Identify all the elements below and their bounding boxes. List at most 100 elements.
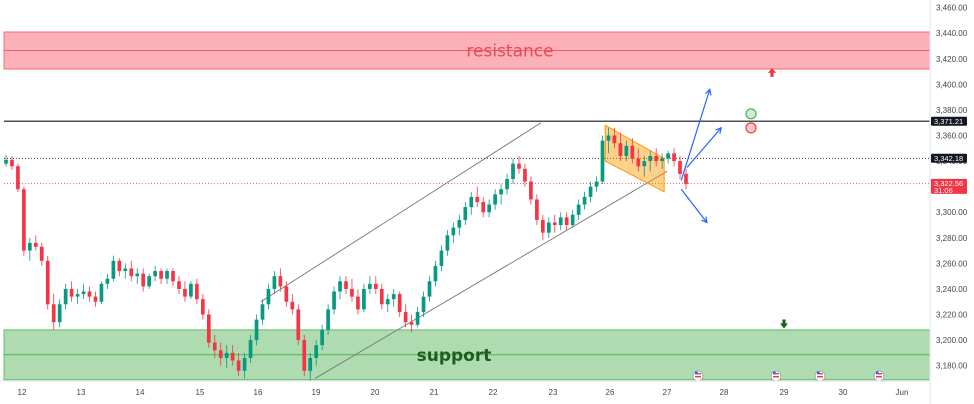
candle-body	[69, 288, 74, 297]
candle-body	[588, 186, 593, 197]
candle-body	[326, 309, 330, 330]
candle-body	[666, 153, 670, 159]
event-flag-canton	[817, 371, 820, 375]
candle-body	[177, 281, 181, 289]
candle-body	[373, 283, 378, 289]
candle-body	[129, 268, 134, 277]
candle-body	[385, 299, 390, 305]
x-tick-label: 16	[254, 388, 263, 397]
candle-body	[421, 296, 426, 312]
event-flag-stripe	[817, 373, 823, 375]
candle-body	[636, 158, 641, 167]
candle-body	[99, 283, 104, 302]
price-tag-label: 3,371.21	[934, 117, 963, 126]
candle-body	[642, 161, 647, 167]
channel-upper-line	[260, 122, 542, 303]
y-tick-label: 3,300.00	[936, 208, 968, 217]
candle-body	[606, 135, 611, 141]
projection-arrow-1	[686, 127, 722, 168]
price-tag-0	[931, 116, 967, 126]
candle-body	[171, 271, 175, 282]
y-tick-label: 3,200.00	[936, 336, 968, 345]
candle-body	[33, 242, 38, 247]
event-flag-stripe	[876, 373, 882, 375]
x-tick-label: 27	[663, 388, 672, 397]
projection-arrowhead-0	[705, 88, 712, 96]
candle-body	[218, 350, 223, 358]
candle-body	[481, 202, 486, 213]
event-flag-canton	[773, 371, 776, 375]
candle-body	[469, 196, 474, 208]
x-tick-label: Jun	[896, 388, 909, 397]
x-tick-label: 12	[18, 388, 27, 397]
candle-body	[612, 135, 617, 144]
event-flag-icon	[873, 370, 885, 382]
candle-body	[344, 281, 348, 289]
y-tick-label: 3,440.00	[936, 29, 968, 38]
event-flag-stripe	[695, 373, 701, 375]
x-tick-label: 13	[77, 388, 86, 397]
candle-body	[356, 296, 360, 310]
candle-body	[22, 189, 26, 251]
candle-body	[75, 294, 80, 297]
x-tick-label: 22	[489, 388, 498, 397]
y-tick-label: 3,220.00	[936, 311, 968, 320]
candle-body	[165, 271, 169, 279]
arrow-down-icon	[780, 319, 788, 329]
zone-label-resistance: resistance	[466, 42, 553, 62]
candle-body	[28, 242, 32, 251]
candle-body	[672, 153, 676, 162]
candle-body	[403, 311, 408, 323]
candle-body	[230, 352, 235, 361]
candles	[4, 127, 688, 381]
candle-body	[57, 304, 62, 323]
candle-body	[314, 345, 319, 358]
price-tag-2	[931, 178, 967, 194]
event-flag-stripe	[817, 376, 823, 378]
zone-label-support: support	[417, 346, 492, 366]
event-flag-stripe	[695, 376, 701, 378]
candle-body	[487, 204, 492, 213]
x-tick-label: 20	[371, 388, 380, 397]
candle-body	[338, 281, 342, 292]
candle-body	[409, 322, 414, 325]
candle-body	[248, 340, 253, 358]
candle-body	[212, 342, 217, 351]
candle-body	[475, 196, 480, 203]
candle-body	[4, 159, 8, 164]
candle-body	[63, 288, 68, 305]
x-tick-label: 26	[606, 388, 615, 397]
candle-body	[618, 143, 623, 156]
candle-body	[111, 260, 116, 279]
candle-body	[224, 352, 229, 358]
candle-body	[236, 360, 241, 371]
y-tick-label: 3,460.00	[936, 4, 968, 13]
event-flag-stripe	[773, 376, 779, 378]
candle-body	[463, 207, 468, 220]
target-circle-red	[745, 122, 757, 134]
candle-body	[87, 291, 92, 297]
y-tick-label: 3,260.00	[936, 259, 968, 268]
event-flag-canton	[876, 371, 879, 375]
candle-body	[576, 204, 581, 215]
projection-arrowhead-2	[701, 216, 708, 224]
candle-body	[123, 268, 128, 272]
candle-body	[195, 283, 199, 300]
candle-body	[51, 304, 56, 323]
candle-body	[254, 319, 259, 341]
candle-body	[189, 283, 193, 297]
candle-body	[624, 145, 629, 156]
price-tag-1	[931, 153, 967, 163]
zone-resistance: resistance	[3, 31, 931, 70]
candle-body	[648, 155, 653, 162]
candle-body	[678, 161, 682, 174]
price-tag-label: 3,322.56	[934, 179, 963, 188]
candle-body	[16, 166, 20, 190]
candle-body	[523, 168, 527, 182]
candle-body	[272, 276, 277, 289]
candle-body	[45, 260, 50, 305]
event-flag-stripe	[876, 376, 882, 378]
candle-body	[391, 294, 396, 300]
